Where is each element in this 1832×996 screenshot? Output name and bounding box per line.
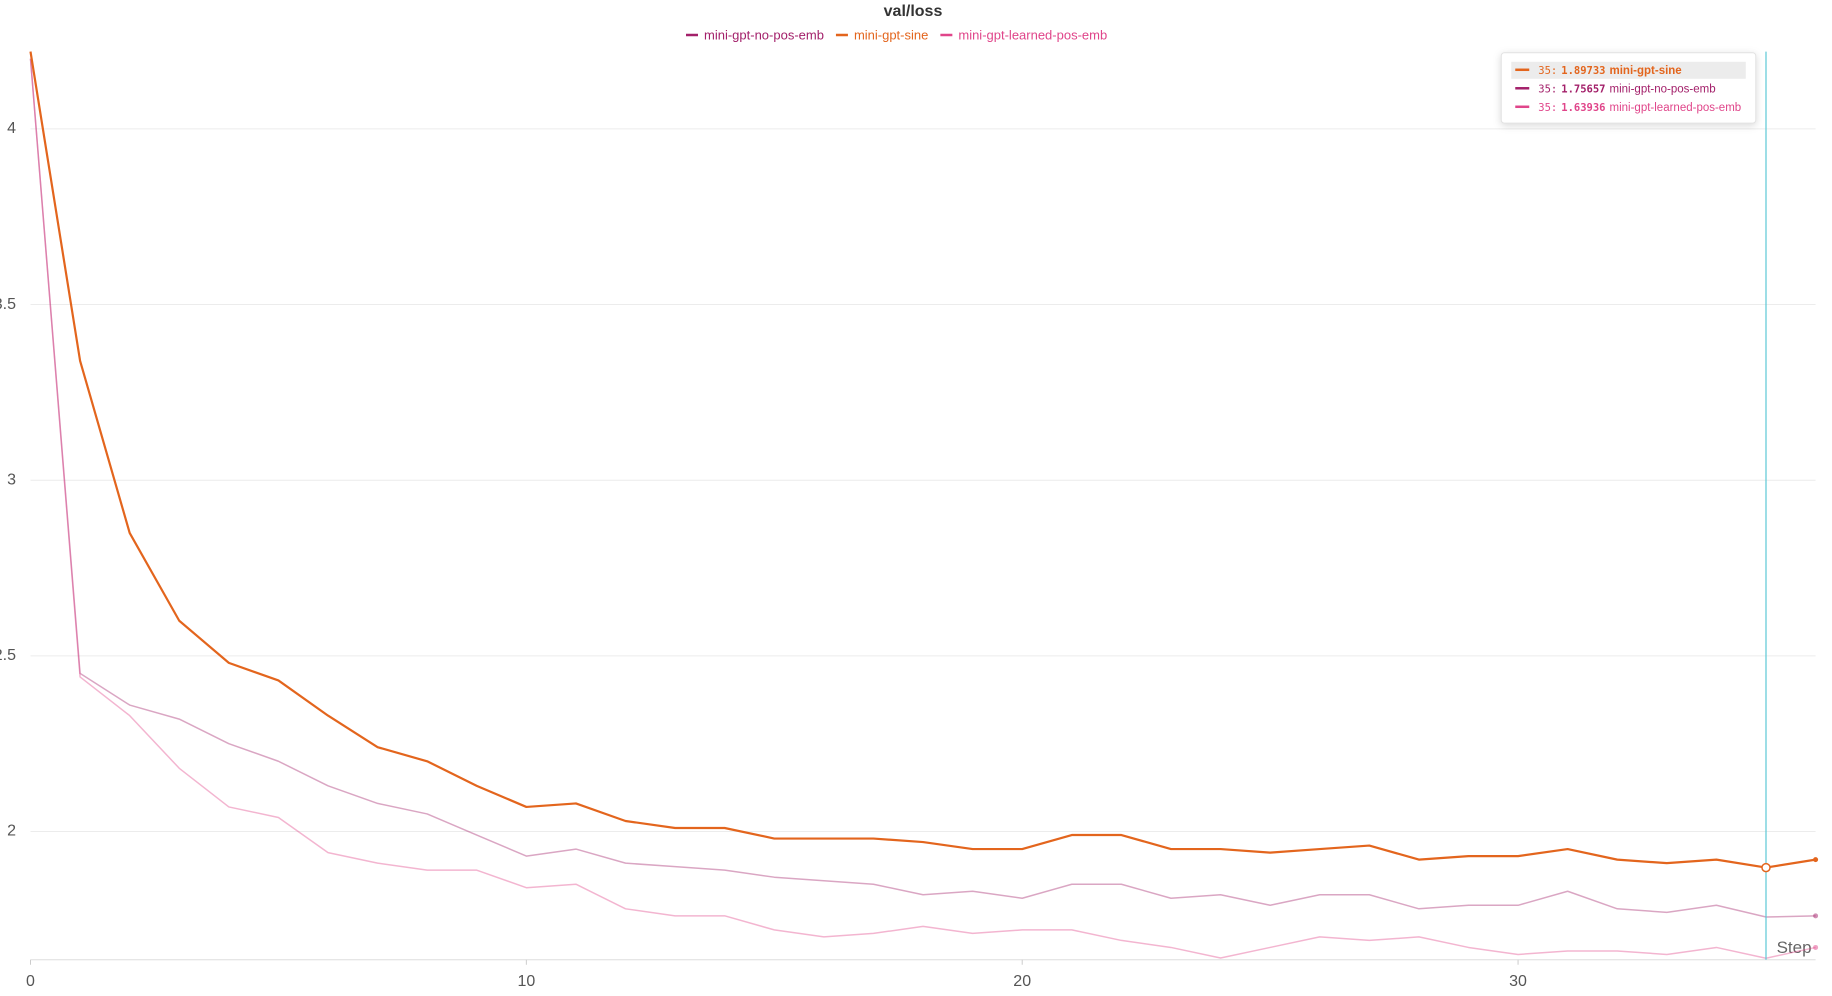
legend-item[interactable]: mini-gpt-sine [835,27,928,42]
x-axis-label: Step [1777,938,1812,957]
tooltip-colon: : [1551,83,1557,95]
legend-item[interactable]: mini-gpt-no-pos-emb [686,27,824,42]
tooltip-value: 1.89733 [1561,65,1605,77]
plot-area [29,51,1819,960]
end-dot [1813,913,1819,919]
tooltip-value: 1.75657 [1561,83,1605,95]
x-tick-label: 10 [517,973,535,990]
end-dot [1813,944,1819,950]
x-tick-label: 20 [1013,973,1031,990]
tooltip-value: 1.63936 [1561,102,1605,114]
legend-label: mini-gpt-no-pos-emb [704,27,824,42]
chart-title: val/loss [884,3,943,20]
tooltip-step: 35 [1538,65,1551,77]
tooltip-colon: : [1551,102,1557,114]
end-dot [1813,857,1819,863]
legend: mini-gpt-no-pos-emb mini-gpt-sine mini-gpt… [686,27,1107,42]
x-tick-label: 30 [1509,973,1527,990]
tooltip-name: mini-gpt-no-pos-emb [1610,83,1716,95]
legend-label: mini-gpt-sine [854,27,928,42]
x-tick-label: 0 [26,973,35,990]
hover-marker [1761,862,1771,873]
tooltip-highlight [1511,61,1746,79]
y-tick-label: 4 [7,120,16,137]
y-tick-label: 3 [7,471,16,488]
series-line [29,58,1816,959]
tooltip-colon: : [1551,65,1557,77]
legend-item[interactable]: mini-gpt-learned-pos-emb [940,27,1107,42]
tooltip-step: 35 [1538,102,1551,114]
tooltip-name: mini-gpt-sine [1610,65,1682,77]
tooltip-name: mini-gpt-learned-pos-emb [1610,102,1742,114]
tooltip-step: 35 [1538,83,1551,95]
y-tick-label: 2 [7,823,16,840]
grid: 2 2.5 3 3.5 4 0 10 20 30 Step [0,120,1816,990]
series-line [29,51,1816,869]
series-line [29,58,1816,918]
y-tick-label: 2.5 [0,647,16,664]
y-tick-label: 3.5 [0,296,16,313]
legend-label: mini-gpt-learned-pos-emb [958,27,1107,42]
